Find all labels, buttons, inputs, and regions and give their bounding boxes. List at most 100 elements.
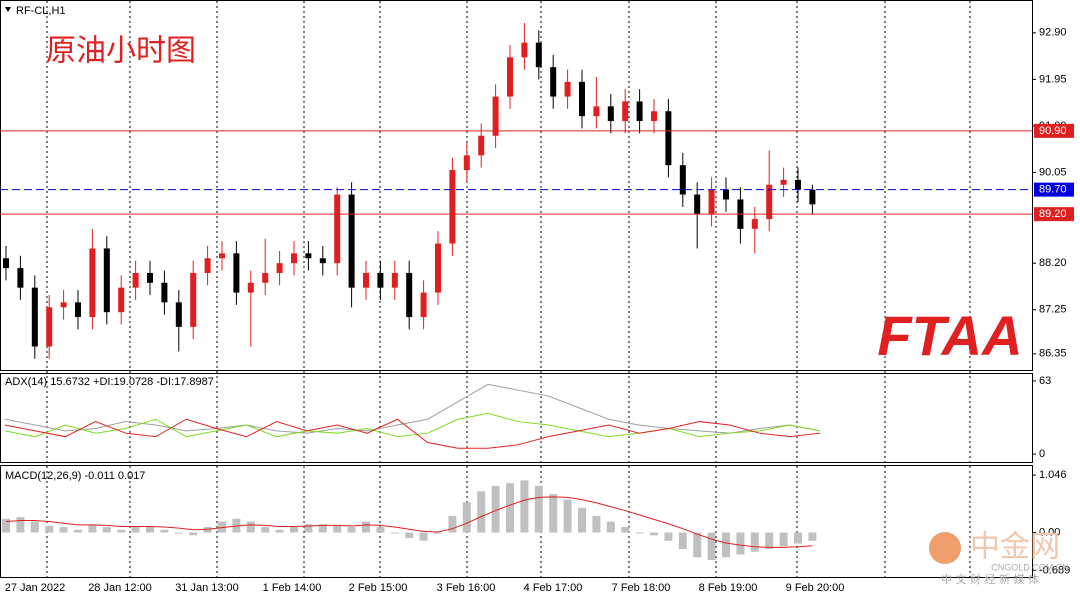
level-label-box: [1034, 182, 1074, 197]
macd-bar: [779, 532, 788, 547]
candle-body: [463, 155, 470, 171]
macd-bar: [635, 532, 644, 534]
macd-bar: [304, 524, 313, 533]
candle-body: [679, 165, 686, 195]
macd-bar: [405, 532, 414, 539]
y-tick-label: 86.35: [1039, 348, 1067, 360]
candle-body: [521, 42, 528, 58]
y-tick-label: 1.046: [1039, 469, 1067, 481]
candle-body: [507, 57, 513, 97]
candle-body: [377, 272, 384, 288]
candle-body: [204, 258, 211, 273]
y-tick-label: 87.25: [1039, 304, 1067, 316]
level-label-box: [1034, 207, 1074, 222]
candle-body: [247, 282, 254, 293]
candle-body: [319, 258, 326, 264]
watermark-cn: 中金网: [970, 530, 1060, 565]
candle-body: [46, 307, 53, 347]
macd-bar: [16, 517, 25, 533]
macd-bar: [491, 485, 500, 533]
candle-body: [103, 248, 110, 313]
logo: FTAA: [877, 304, 1022, 367]
x-tick-label: 9 Feb 20:00: [786, 582, 845, 594]
macd-bar: [722, 532, 730, 558]
macd-bar: [376, 527, 385, 533]
macd-bar: [174, 532, 183, 534]
macd-title: MACD(12,26,9) -0.011 0.017: [5, 470, 145, 482]
candle-body: [435, 243, 441, 293]
macd-bar: [506, 483, 514, 533]
x-tick-label: 7 Feb 18:00: [612, 582, 671, 594]
candle-body: [31, 287, 38, 347]
candle-body: [305, 253, 312, 259]
macd-bar: [592, 516, 601, 533]
level-label: 90.90: [1039, 125, 1067, 137]
macd-bar: [794, 532, 802, 544]
candle-body: [233, 253, 240, 293]
macd-bar: [45, 525, 54, 533]
candle-body: [579, 81, 585, 117]
macd-bar: [563, 499, 572, 533]
macd-bar: [88, 524, 97, 533]
y-tick-label: 63: [1039, 375, 1051, 387]
macd-bar: [419, 532, 428, 541]
candle-body: [3, 258, 9, 269]
macd-frame: [0, 465, 1033, 578]
watermark-site: CNGOLD.COM.CN: [991, 562, 1069, 572]
macd-bar: [347, 527, 356, 533]
macd-bar: [578, 507, 586, 533]
macd-bar: [462, 502, 471, 533]
candle-body: [219, 253, 225, 259]
adx-title: ADX(14) 15.6732 +DI:19.0728 -DI:17.8987: [5, 376, 214, 388]
x-tick-label: 8 Feb 19:00: [699, 582, 758, 594]
x-tick-label: 28 Jan 12:00: [88, 582, 152, 594]
candle-body: [809, 189, 816, 205]
macd-bar: [606, 521, 615, 533]
x-tick-label: 2 Feb 15:00: [349, 582, 408, 594]
macd-bar: [203, 527, 212, 533]
watermark-icon: [929, 532, 961, 564]
candle-body: [147, 272, 153, 283]
macd-bar: [290, 527, 298, 533]
candle-body: [118, 287, 125, 313]
candle-body: [607, 106, 614, 122]
macd-bar: [246, 521, 255, 533]
y-tick-label: 0.00: [1039, 526, 1060, 538]
macd-bar: [59, 527, 68, 533]
y-tick-label: 91.95: [1039, 73, 1067, 85]
candle-body: [75, 302, 81, 318]
candle-body: [334, 194, 341, 264]
candle-body: [478, 135, 485, 156]
macd-bar: [30, 521, 39, 533]
macd-bar: [117, 529, 126, 533]
candle-body: [780, 179, 787, 185]
macd-bar: [664, 532, 673, 541]
macd-bar: [520, 480, 529, 533]
x-tick-label: 4 Feb 17:00: [524, 582, 583, 594]
macd-bar: [621, 527, 630, 533]
candle-body: [291, 253, 297, 264]
macd-bar: [448, 516, 457, 533]
macd-bar: [362, 521, 370, 533]
y-tick-label: 88.20: [1039, 257, 1067, 269]
x-tick-label: 3 Feb 16:00: [437, 582, 496, 594]
macd-bar: [678, 532, 687, 549]
candle-body: [723, 189, 729, 200]
macd-bar: [275, 529, 284, 533]
macd-bar: [333, 525, 342, 533]
macd-bar: [318, 524, 327, 533]
macd-bar: [102, 527, 111, 533]
macd-bar: [160, 529, 169, 533]
candle-body: [348, 194, 355, 288]
level-label-box: [1034, 123, 1074, 138]
annotation: 原油小时图: [46, 34, 196, 69]
candle-body: [89, 248, 96, 318]
candle-body: [636, 101, 643, 122]
symbol-title: RF-CL,H1: [16, 5, 66, 17]
candle-body: [492, 96, 499, 136]
macd-bar: [693, 532, 702, 558]
macd-bar: [650, 532, 658, 536]
main-frame: [0, 0, 1033, 371]
